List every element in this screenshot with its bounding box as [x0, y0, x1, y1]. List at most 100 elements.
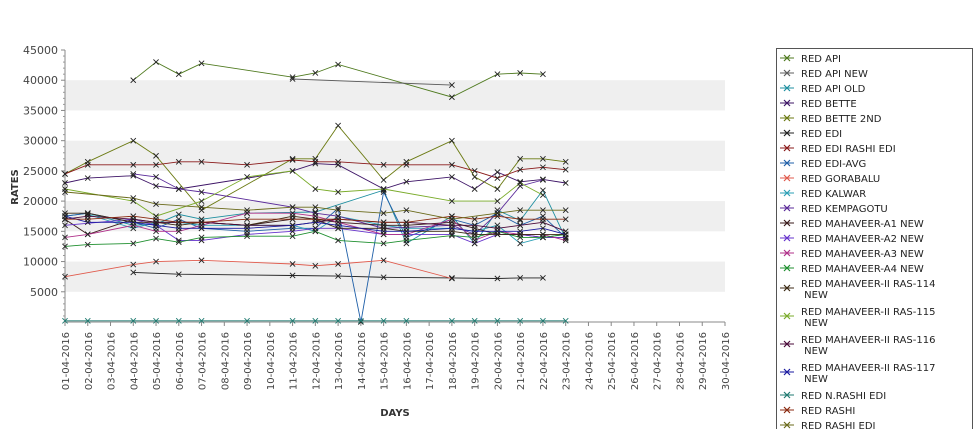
data-point — [540, 164, 546, 171]
data-point — [62, 189, 68, 195]
series-line — [64, 189, 567, 245]
data-point — [540, 216, 546, 223]
data-point — [312, 70, 319, 76]
x-tick-label: 10-04-2016 — [266, 332, 277, 390]
x-tick-label: 28-04-2016 — [675, 332, 686, 390]
series-red-edi-rashi-edi — [62, 157, 569, 182]
data-point — [153, 222, 159, 229]
legend-marker — [783, 54, 791, 62]
y-tick-label: 25000 — [23, 165, 58, 178]
legend-marker — [783, 114, 791, 122]
x-tick-label: 08-04-2016 — [220, 332, 231, 390]
data-point — [175, 71, 182, 78]
x-tick-label: 04-04-2016 — [129, 332, 140, 390]
data-point — [62, 170, 68, 177]
legend-label: RED RASHI — [801, 406, 855, 417]
data-point — [312, 204, 319, 211]
data-point — [335, 61, 342, 68]
legend-marker — [783, 84, 791, 92]
data-point — [198, 189, 205, 195]
y-axis-title: RATES — [10, 169, 21, 205]
data-point — [130, 240, 137, 247]
data-point — [244, 233, 250, 240]
x-tick-label: 25-04-2016 — [607, 332, 618, 390]
series-red-api-old — [62, 187, 569, 247]
series-red-api — [130, 59, 546, 101]
data-point — [380, 177, 387, 183]
legend-label: RED GORABALU — [801, 174, 880, 185]
data-point — [130, 77, 137, 84]
data-point — [448, 161, 455, 168]
data-point — [289, 272, 296, 279]
series-line — [64, 159, 566, 179]
x-tick-label: 06-04-2016 — [175, 332, 186, 390]
series-red-mahaveer-ii-ras-115-new — [62, 167, 546, 220]
data-point — [494, 169, 501, 176]
legend-label: RED MAHAVEER-II RAS-116 NEW — [801, 335, 935, 357]
data-point — [153, 152, 159, 159]
data-point — [84, 231, 91, 238]
data-point — [289, 261, 296, 267]
data-point — [448, 174, 455, 180]
x-tick-label: 18-04-2016 — [448, 332, 459, 390]
data-point — [380, 317, 387, 324]
data-point — [335, 216, 342, 223]
x-tick-label: 12-04-2016 — [311, 332, 322, 390]
data-point — [403, 178, 410, 185]
data-point — [517, 317, 524, 324]
y-tick-label: 10000 — [23, 256, 58, 269]
series-line — [64, 163, 566, 190]
y-tick-label: 30000 — [23, 135, 58, 148]
data-point — [244, 225, 250, 232]
data-point — [448, 275, 455, 282]
data-point — [335, 237, 342, 244]
legend-marker — [783, 264, 791, 272]
x-tick-label: 23-04-2016 — [562, 332, 573, 390]
data-point — [335, 122, 342, 129]
data-point — [540, 274, 546, 281]
data-point — [289, 222, 296, 229]
data-point — [153, 317, 159, 324]
data-point — [62, 273, 68, 280]
data-point — [198, 198, 205, 205]
data-point — [198, 257, 205, 264]
data-point — [517, 274, 524, 281]
data-point — [562, 237, 569, 244]
data-point — [517, 228, 524, 235]
data-point — [494, 186, 501, 192]
data-point — [175, 219, 182, 226]
legend-label: RED BETTE — [801, 99, 857, 110]
x-tick-label: 26-04-2016 — [630, 332, 641, 390]
legend-label: RED MAHAVEER-A3 NEW — [801, 249, 924, 260]
legend-label: RED API — [801, 54, 841, 65]
y-tick-label: 40000 — [23, 74, 58, 87]
x-tick-label: 27-04-2016 — [653, 332, 664, 390]
data-point — [357, 319, 364, 325]
data-point — [471, 222, 478, 229]
series-line — [64, 215, 566, 235]
data-point — [403, 228, 410, 235]
data-point — [130, 317, 137, 324]
data-point — [471, 228, 478, 235]
data-point — [62, 216, 68, 223]
series-red-mahaveer-ii-ras-117-new — [62, 213, 569, 238]
x-tick-label: 11-04-2016 — [289, 332, 300, 390]
grid-band — [65, 140, 725, 171]
data-point — [153, 201, 159, 208]
data-point — [380, 219, 387, 226]
data-point — [84, 161, 91, 168]
data-point — [289, 216, 296, 223]
x-tick-label: 29-04-2016 — [698, 332, 709, 390]
data-point — [540, 231, 546, 238]
data-point — [517, 207, 524, 214]
x-tick-label: 01-04-2016 — [61, 332, 72, 390]
data-point — [448, 82, 455, 88]
legend-label: RED RASHI EDI — [801, 421, 876, 429]
data-point — [84, 241, 91, 248]
data-point — [380, 161, 387, 168]
data-point — [244, 317, 250, 324]
x-tick-label: 05-04-2016 — [152, 332, 163, 390]
data-point — [471, 317, 478, 324]
legend-marker — [783, 391, 791, 399]
x-tick-label: 20-04-2016 — [493, 332, 504, 390]
